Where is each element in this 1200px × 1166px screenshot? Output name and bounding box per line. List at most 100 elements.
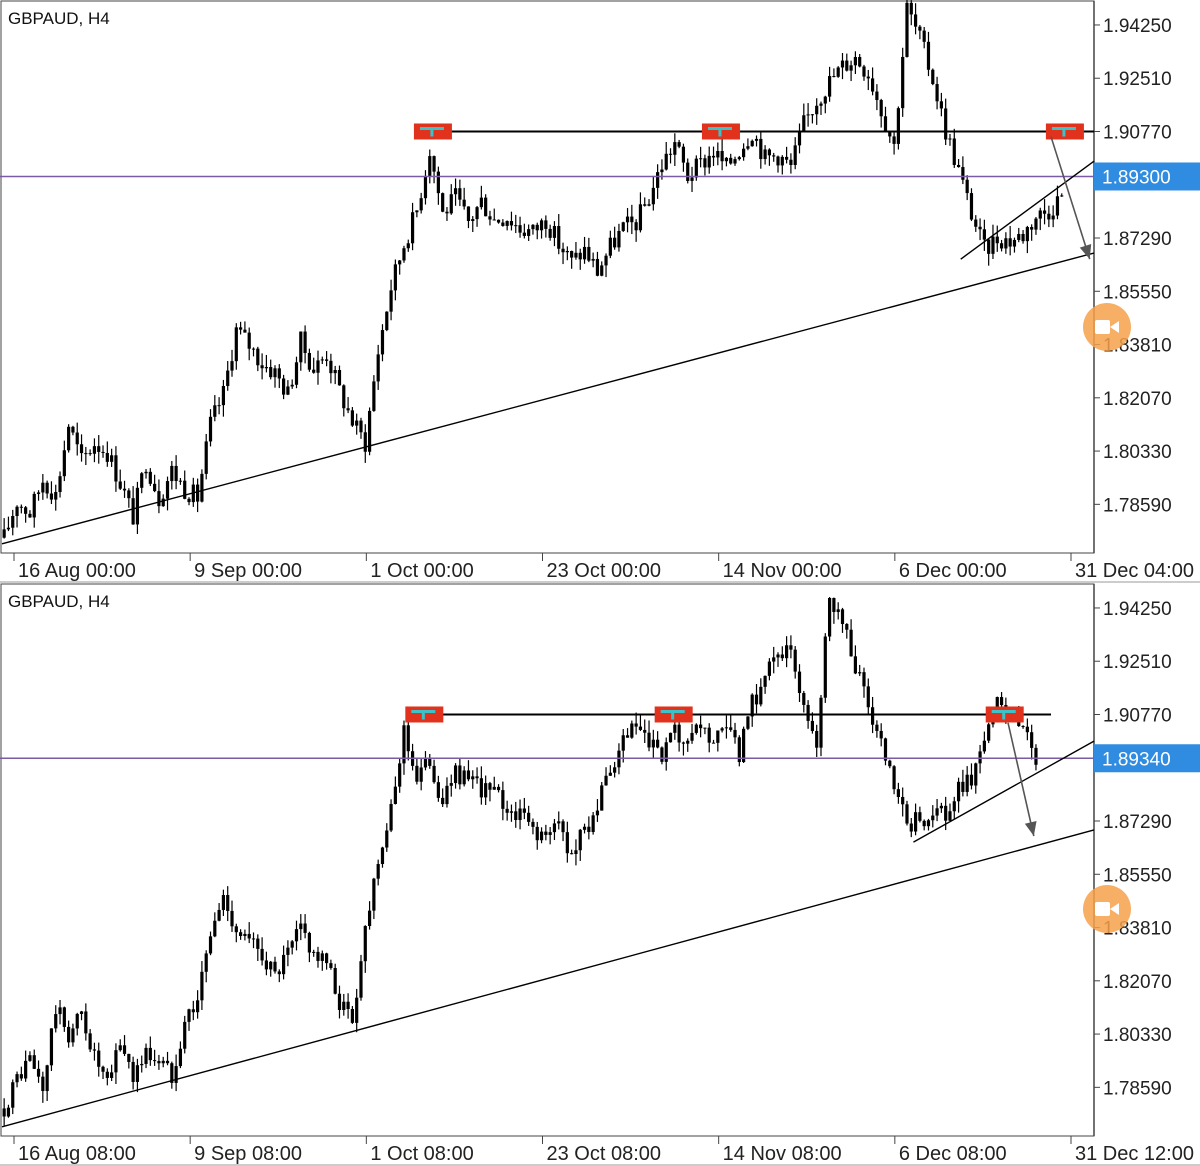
candle-body [101,1066,105,1072]
candle-body [759,138,763,160]
candle-body [548,228,552,238]
candle-body [673,142,677,155]
candle-body [157,1061,161,1064]
candle-body [501,790,505,809]
candle-body [686,162,690,181]
candle-body [733,729,737,738]
candle-body [226,895,230,911]
candle-body [24,507,28,514]
candle-body [827,597,832,637]
candle-body [312,951,316,953]
candle-body [651,187,655,205]
candle-body [290,941,294,948]
candle-body [501,222,505,226]
candle-body [733,159,737,164]
candle-body [862,672,866,687]
candle-body [789,645,793,650]
candle-body [608,237,612,256]
candle-body [668,153,673,155]
projection-arrow-shaft[interactable] [1007,722,1035,837]
candle-body [982,229,986,240]
candle-body [492,219,496,221]
candle-body [204,953,208,972]
candle-body [703,158,707,168]
price-chart[interactable]: GBPAUD, H4 1.94250 1.92510 1.90770 1.87290 1.… [0,583,1200,1166]
candle-body [105,1071,109,1078]
candle-body [656,739,660,748]
rising-channel-line[interactable] [960,160,1095,260]
candle-body [436,782,440,798]
candle-body [320,359,324,361]
candle-body [174,1066,178,1083]
candle-body [905,804,909,824]
candle-body [922,820,926,827]
candle-body [294,362,299,385]
x-tick-label: 31 Dec 12:00 [1075,1143,1194,1165]
candle-body [453,188,458,195]
candle-body [974,219,978,227]
candle-body [6,1107,11,1117]
candle-body [337,993,342,1010]
y-tick-label: 1.94250 [1103,599,1172,620]
candle-body [475,207,479,220]
candle-body [1051,215,1055,220]
candle-body [243,933,247,937]
candle-body [191,1009,195,1013]
candle-body [260,365,264,369]
plot-frame [0,583,1095,1137]
candle-body [647,732,651,748]
video-camera-icon[interactable] [1083,303,1131,351]
candle-body [153,483,157,492]
candle-body [754,694,759,705]
candle-body [535,224,539,231]
video-camera-icon[interactable] [1083,885,1131,933]
candle-body [419,767,423,782]
support-trendline[interactable] [1,829,1095,1128]
candle-body [161,1060,165,1064]
candle-body [677,142,681,147]
chart-panel-bottom[interactable]: GBPAUD, H4 1.94250 1.92510 1.90770 1.87290 1.… [0,583,1200,1166]
candle-body [892,136,896,144]
support-trendline[interactable] [1,252,1095,545]
candle-body [952,138,956,165]
candle-body [372,878,376,911]
candle-body [277,971,281,975]
candle-body [127,490,131,499]
candle-body [342,1001,346,1010]
candle-body [901,797,905,805]
candle-body [213,405,217,417]
candle-body [600,265,604,276]
chart-panel-top[interactable]: GBPAUD, H4 1.94250 1.92510 1.90770 1.87290 1.… [0,0,1200,583]
x-tick-label: 6 Dec 00:00 [899,560,1007,582]
candle-body [372,381,376,411]
candle-body [668,732,673,743]
candle-body [290,384,294,387]
candle-body [367,410,372,452]
candle-body [367,910,372,926]
candle-body [617,230,621,248]
candle-body [178,480,183,482]
candle-body [178,1048,183,1067]
candle-body [342,385,346,409]
candle-body [772,657,776,662]
candle-body [58,1007,62,1015]
candle-body [19,1074,23,1079]
rising-channel-line[interactable] [913,740,1095,843]
candle-body [256,348,260,366]
price-chart[interactable]: GBPAUD, H4 1.94250 1.92510 1.90770 1.87290 1.… [0,0,1200,583]
candle-body [544,220,548,229]
candle-body [931,815,935,821]
camera-body-icon [1095,902,1110,916]
candle-body [251,348,256,350]
candle-body [750,140,754,147]
candle-body [355,997,359,1023]
candle-body [496,219,501,223]
candle-body [836,609,840,612]
candle-body [24,1060,28,1079]
candle-body [574,850,578,855]
projection-arrow-shaft[interactable] [1050,136,1091,260]
candle-body [376,864,380,879]
candle-body [948,811,952,821]
candle-body [419,198,423,211]
candle-body [819,103,823,106]
